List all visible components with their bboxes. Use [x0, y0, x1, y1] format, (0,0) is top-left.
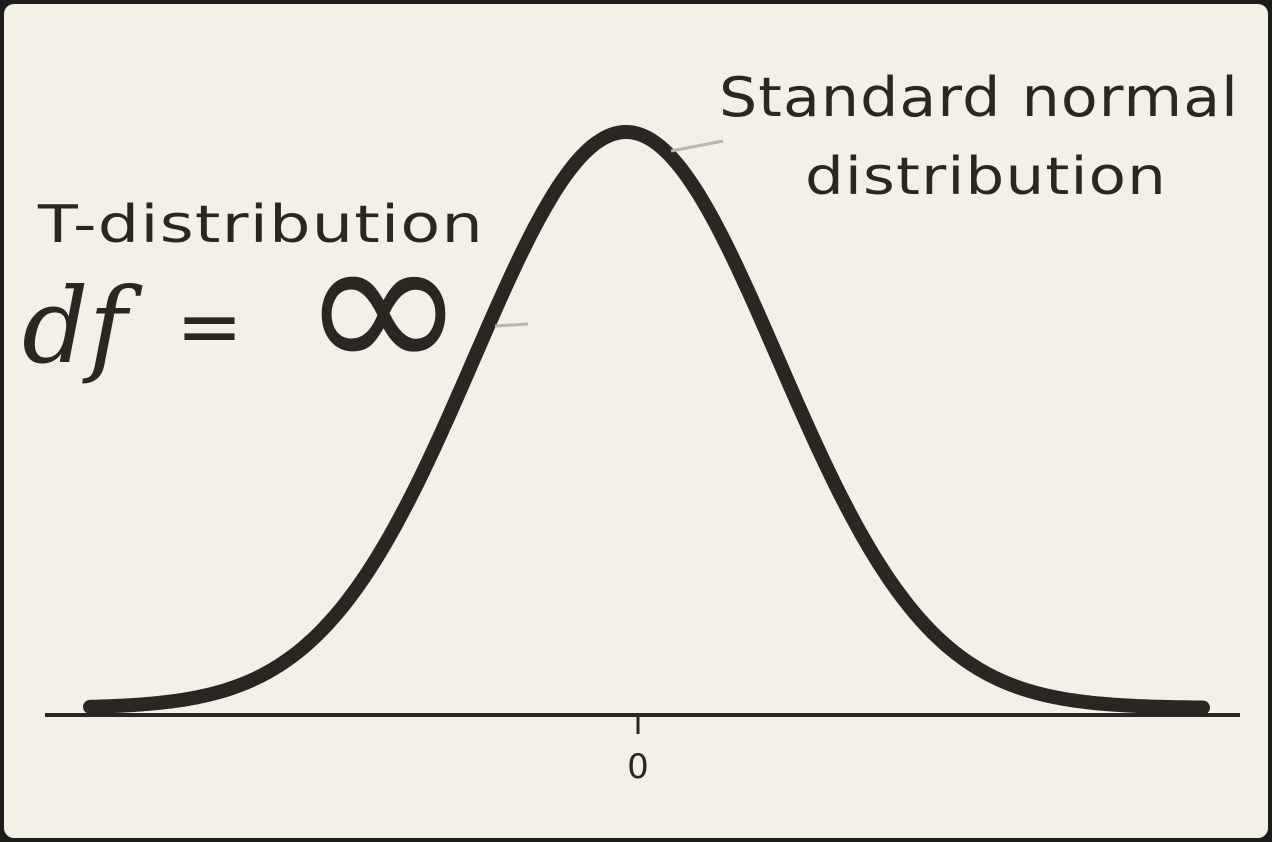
distribution-diagram: 0 Standard normal distribution T-distrib… [22, 66, 1240, 787]
t-distribution-label: T-distribution [37, 195, 484, 255]
bell-curve [83, 125, 1210, 715]
normal-distribution-label-line1: Standard normal [719, 66, 1239, 129]
df-symbol: df [22, 265, 143, 387]
infinity-symbol: ∞ [300, 189, 468, 422]
t-pointer-line [494, 322, 529, 328]
equals-sign: = [176, 280, 244, 373]
zero-tick-label: 0 [627, 747, 649, 787]
diagram-board: 0 Standard normal distribution T-distrib… [4, 4, 1268, 838]
normal-pointer-line [670, 139, 724, 153]
normal-distribution-label-line2: distribution [805, 147, 1167, 207]
